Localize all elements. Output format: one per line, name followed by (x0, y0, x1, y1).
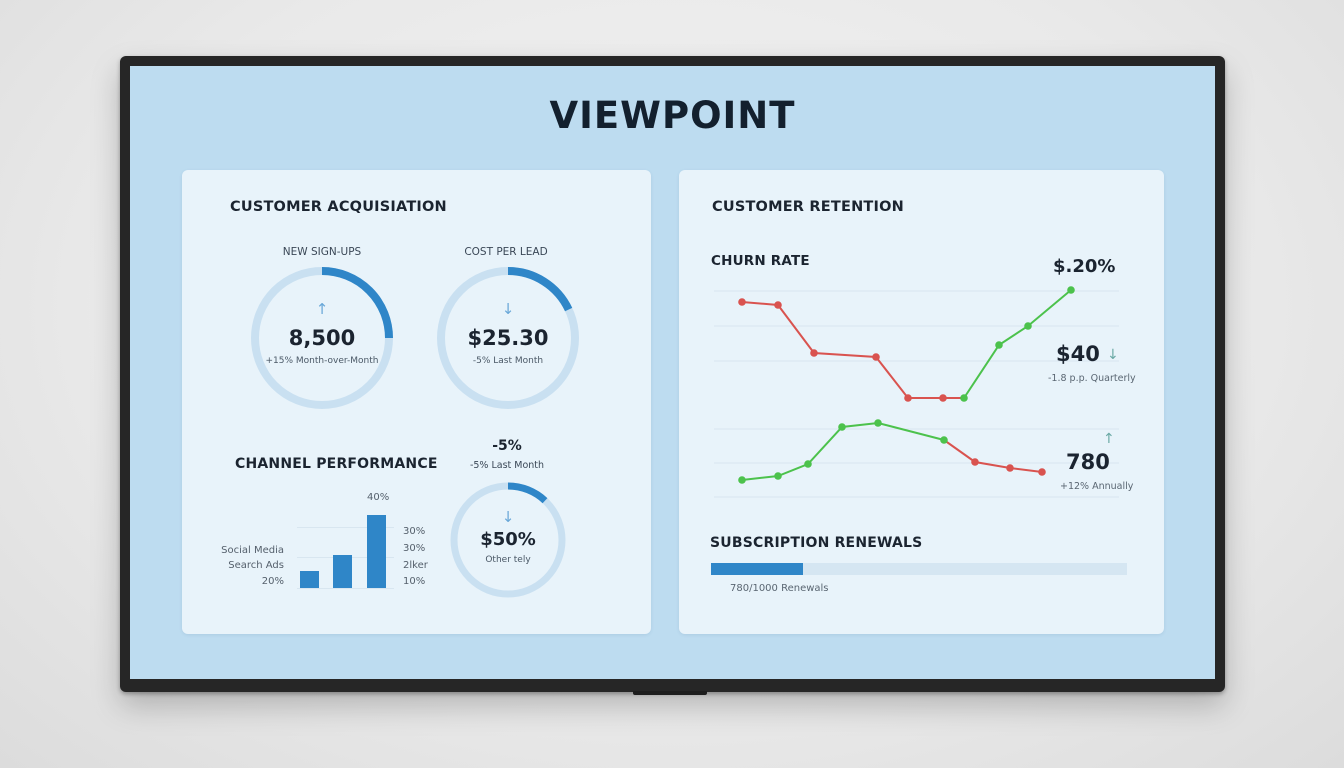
retention-title: CUSTOMER RETENTION (712, 199, 904, 215)
bar-left-label: 20% (261, 576, 284, 587)
new-signups-value: 8,500 (288, 326, 356, 350)
cost-per-lead-change: -5% Last Month (472, 356, 544, 366)
other-header-value: -5% (492, 438, 522, 454)
new-signups-ring (251, 267, 393, 409)
bar-right-label: 10% (403, 576, 426, 587)
bar-search-ads[interactable] (333, 555, 352, 588)
churn-line-chart[interactable] (679, 170, 1164, 510)
churn-mid-value: $40 (1056, 342, 1100, 366)
other-gauge-sub: Other tely (485, 555, 531, 565)
arrow-up-icon: ↑ (1103, 431, 1115, 447)
other-gauge[interactable]: ↓ $50% Other tely (450, 482, 566, 598)
churn-mid-change: -1.8 p.p. Quarterly (1048, 373, 1136, 384)
churn-top-value: $.20% (1053, 256, 1116, 277)
dashboard-title: VIEWPOINT (549, 94, 796, 137)
dashboard-screen: VIEWPOINT CUSTOMER ACQUISIATION NEW SIGN… (130, 66, 1215, 679)
customer-acquisition-card: CUSTOMER ACQUISIATION NEW SIGN-UPS ↑ 8,5… (182, 170, 651, 634)
acquisition-title: CUSTOMER ACQUISIATION (230, 199, 447, 215)
bar-right-label: 30% (403, 543, 426, 554)
channel-performance-title: CHANNEL PERFORMANCE (235, 456, 438, 472)
cost-per-lead-label: COST PER LEAD (464, 246, 548, 258)
other-header-change: -5% Last Month (469, 460, 545, 471)
cost-per-lead-ring (437, 267, 579, 409)
bar-gridline (297, 588, 394, 589)
retention-bottom-value: 780 (1066, 450, 1110, 474)
renewals-count: 780/1000 Renewals (730, 583, 829, 594)
arrow-down-icon: ↓ (501, 300, 515, 318)
renewals-progress-fill (711, 563, 803, 575)
other-gauge-value: $50% (480, 529, 536, 550)
bar-gridline (297, 527, 394, 528)
subscription-renewals-title: SUBSCRIPTION RENEWALS (710, 535, 923, 551)
new-signups-label: NEW SIGN-UPS (282, 246, 362, 258)
other-ring (450, 482, 566, 598)
retention-bottom-change: +12% Annually (1060, 481, 1134, 492)
bar-left-label: Social Media (221, 545, 284, 556)
arrow-up-icon: ↑ (315, 300, 329, 318)
bar-other[interactable] (367, 515, 386, 588)
bar-right-label: 2lker (403, 560, 428, 571)
customer-retention-card: CUSTOMER RETENTION CHURN RATE (679, 170, 1164, 634)
renewals-progress-bar (711, 563, 1127, 575)
new-signups-change: +15% Month-over-Month (265, 356, 379, 366)
bar-top-label: 40% (367, 492, 390, 503)
cost-per-lead-value: $25.30 (467, 326, 549, 350)
bar-left-label: Search Ads (228, 560, 284, 571)
new-signups-gauge[interactable]: ↑ 8,500 +15% Month-over-Month (250, 266, 394, 410)
monitor-notch (633, 691, 707, 695)
arrow-down-icon: ↓ (501, 508, 515, 526)
bar-social-media[interactable] (300, 571, 319, 588)
churn-rate-title: CHURN RATE (711, 253, 810, 269)
cost-per-lead-gauge[interactable]: ↓ $25.30 -5% Last Month (436, 266, 580, 410)
bar-right-label: 30% (403, 526, 426, 537)
arrow-down-icon: ↓ (1107, 347, 1119, 363)
